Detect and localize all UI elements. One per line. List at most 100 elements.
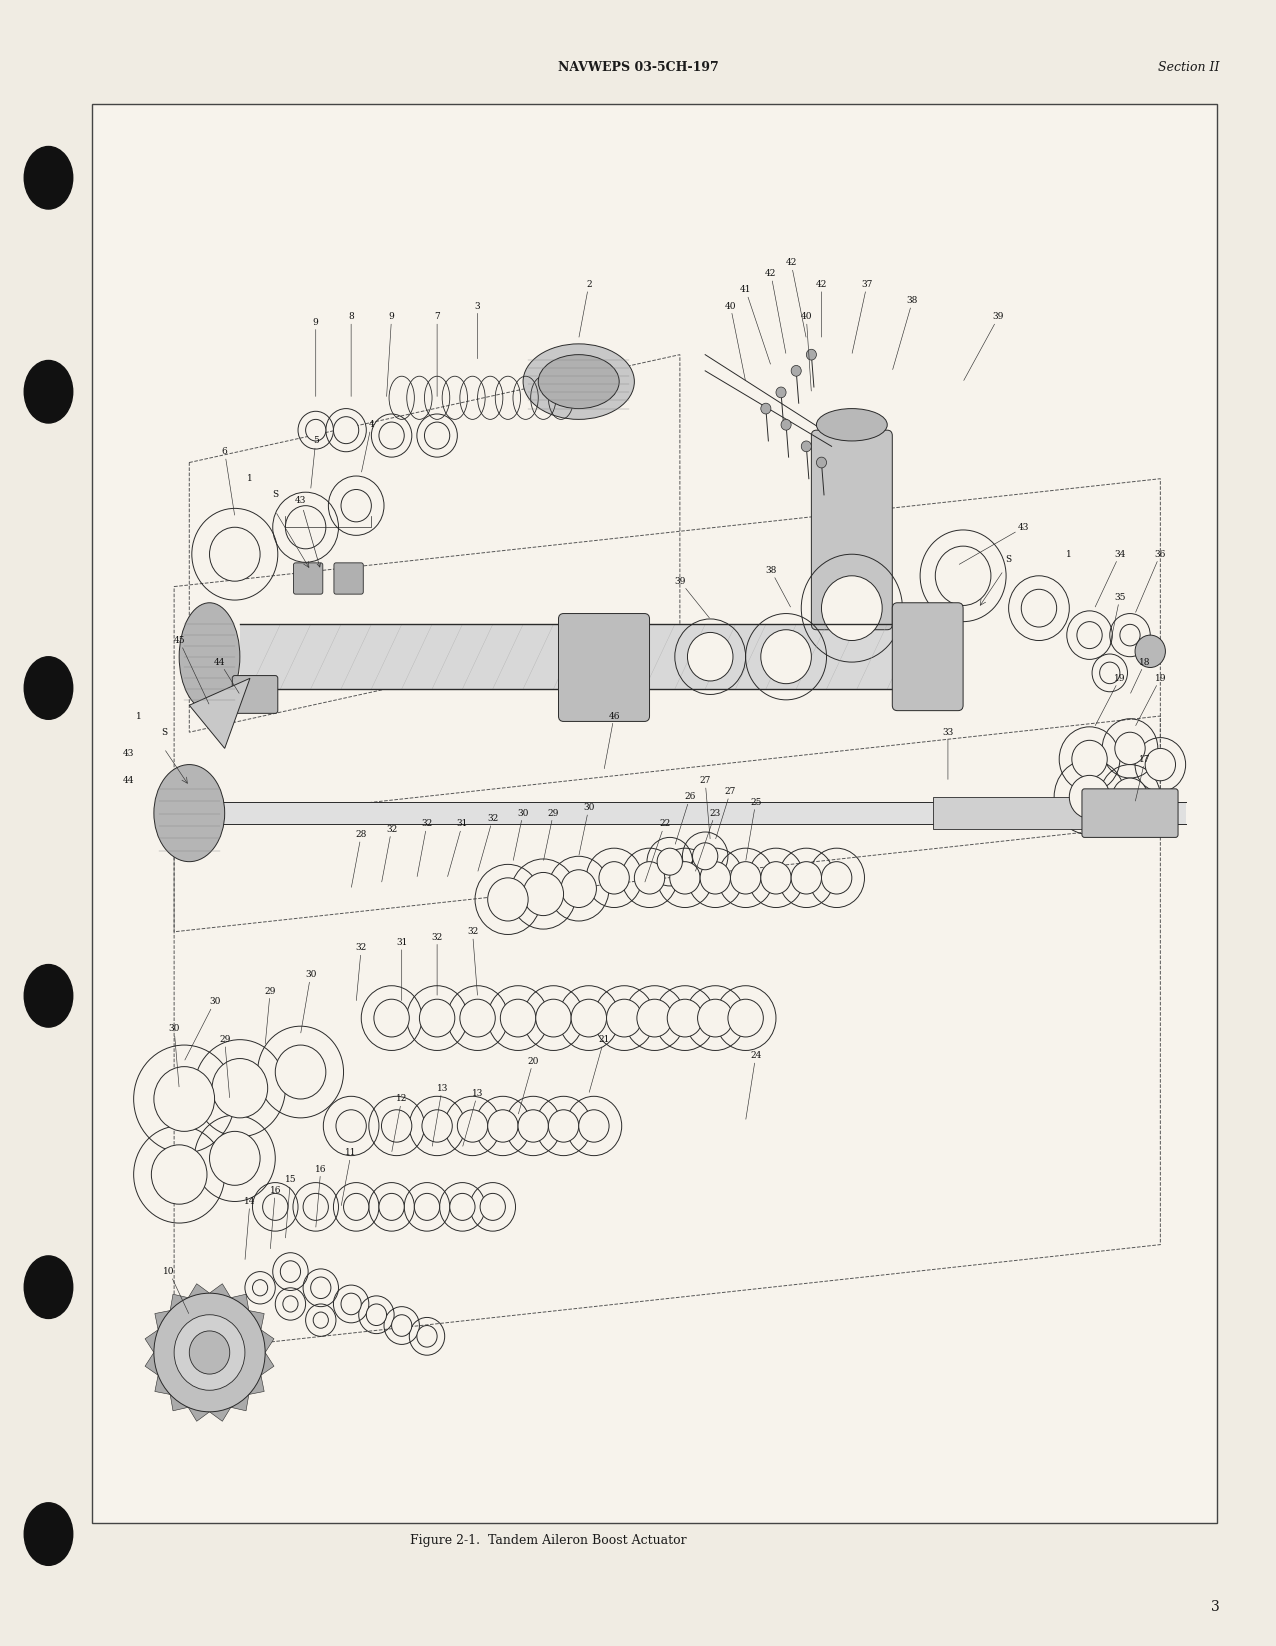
Text: 43: 43	[295, 495, 320, 566]
Circle shape	[449, 1193, 475, 1220]
Ellipse shape	[523, 344, 634, 420]
Bar	[240, 624, 907, 690]
Circle shape	[727, 999, 763, 1037]
Text: 6: 6	[222, 448, 235, 515]
Polygon shape	[154, 1374, 170, 1394]
Polygon shape	[189, 1407, 209, 1420]
FancyBboxPatch shape	[334, 563, 364, 594]
Circle shape	[263, 1193, 288, 1220]
Circle shape	[154, 1294, 265, 1412]
Circle shape	[417, 1325, 438, 1346]
Circle shape	[822, 861, 852, 894]
Circle shape	[730, 861, 760, 894]
Text: 3: 3	[475, 301, 480, 359]
Text: 41: 41	[740, 285, 771, 364]
Circle shape	[536, 999, 572, 1037]
Circle shape	[572, 999, 606, 1037]
Text: 33: 33	[942, 728, 953, 779]
Circle shape	[791, 365, 801, 377]
Text: 25: 25	[746, 798, 762, 861]
Circle shape	[174, 1315, 245, 1391]
Circle shape	[310, 1277, 330, 1299]
Circle shape	[422, 1109, 452, 1142]
Circle shape	[313, 1312, 328, 1328]
Circle shape	[667, 999, 703, 1037]
Text: 26: 26	[675, 792, 695, 844]
Text: 8: 8	[348, 313, 353, 397]
Text: 32: 32	[356, 943, 367, 1001]
Polygon shape	[260, 1330, 274, 1353]
Text: 9: 9	[313, 318, 319, 397]
Text: 43: 43	[122, 749, 134, 759]
Circle shape	[24, 360, 73, 423]
Text: 30: 30	[513, 808, 528, 861]
FancyBboxPatch shape	[232, 675, 278, 713]
Text: 2: 2	[579, 280, 592, 337]
Text: 29: 29	[219, 1035, 231, 1098]
Circle shape	[209, 1131, 260, 1185]
Text: 38: 38	[893, 296, 919, 369]
Circle shape	[333, 416, 359, 444]
Circle shape	[336, 1109, 366, 1142]
Ellipse shape	[817, 408, 887, 441]
Circle shape	[1069, 775, 1110, 818]
Polygon shape	[249, 1310, 264, 1330]
Text: 31: 31	[448, 820, 468, 877]
Text: 29: 29	[544, 808, 559, 861]
Text: Section II: Section II	[1159, 61, 1220, 74]
Circle shape	[304, 1193, 328, 1220]
Circle shape	[698, 999, 732, 1037]
Polygon shape	[189, 1284, 209, 1297]
Text: 5: 5	[311, 436, 319, 489]
Bar	[933, 797, 1085, 830]
Circle shape	[670, 861, 701, 894]
Polygon shape	[154, 1310, 170, 1330]
FancyBboxPatch shape	[812, 430, 892, 630]
Ellipse shape	[538, 354, 619, 408]
Polygon shape	[260, 1353, 274, 1374]
Circle shape	[379, 421, 404, 449]
Circle shape	[415, 1193, 440, 1220]
Text: 15: 15	[285, 1175, 296, 1238]
Text: 24: 24	[746, 1052, 762, 1119]
Circle shape	[24, 965, 73, 1027]
Circle shape	[286, 505, 325, 548]
Text: S: S	[161, 728, 167, 737]
Text: 4: 4	[361, 420, 374, 472]
Text: 1: 1	[1067, 550, 1072, 558]
Text: 10: 10	[163, 1267, 189, 1314]
Circle shape	[760, 630, 812, 683]
Text: 40: 40	[725, 301, 745, 380]
Text: 19: 19	[1136, 673, 1166, 726]
Text: 17: 17	[1136, 754, 1151, 802]
Text: 13: 13	[463, 1090, 484, 1146]
Circle shape	[634, 861, 665, 894]
Circle shape	[523, 872, 564, 915]
Circle shape	[487, 1109, 518, 1142]
Text: 34: 34	[1095, 550, 1125, 607]
Circle shape	[276, 1045, 325, 1100]
Circle shape	[701, 861, 730, 894]
Text: 27: 27	[699, 777, 711, 839]
Bar	[92, 104, 1217, 1523]
Text: 16: 16	[315, 1165, 327, 1226]
Circle shape	[374, 999, 410, 1037]
Text: 22: 22	[644, 820, 670, 882]
Circle shape	[1077, 622, 1102, 649]
FancyBboxPatch shape	[293, 563, 323, 594]
Circle shape	[693, 843, 718, 869]
Circle shape	[154, 1067, 214, 1131]
Text: 32: 32	[478, 815, 499, 871]
Bar	[174, 802, 1185, 825]
Text: 20: 20	[518, 1057, 538, 1114]
Text: 30: 30	[168, 1024, 180, 1086]
Circle shape	[1136, 635, 1165, 668]
Circle shape	[24, 146, 73, 209]
FancyBboxPatch shape	[559, 614, 649, 721]
Text: 12: 12	[392, 1095, 407, 1152]
Text: 13: 13	[433, 1083, 448, 1146]
Circle shape	[637, 999, 672, 1037]
Polygon shape	[170, 1394, 189, 1411]
Circle shape	[425, 421, 449, 449]
Text: 37: 37	[852, 280, 873, 354]
